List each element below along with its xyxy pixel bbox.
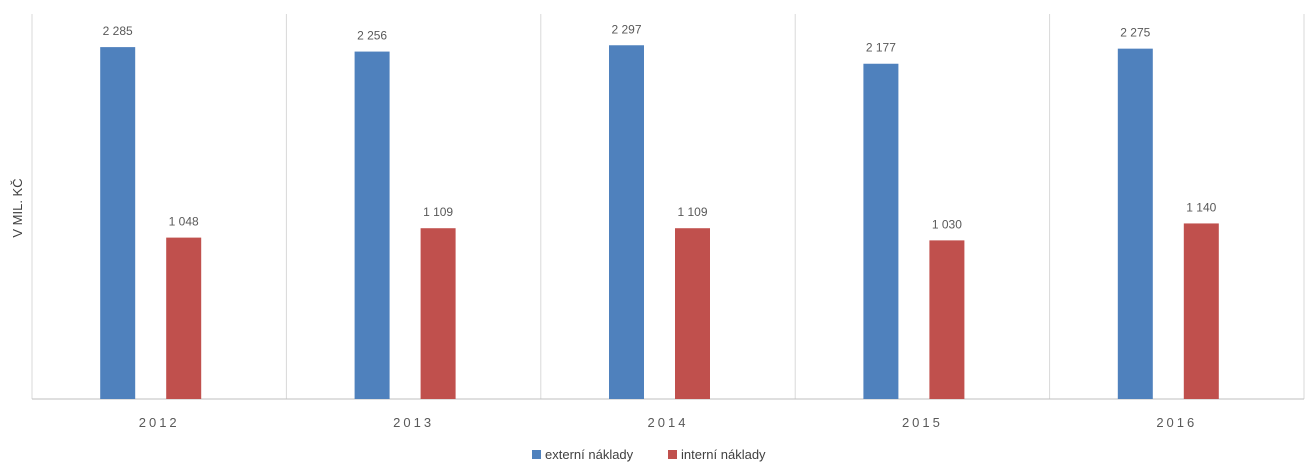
- bar-interni-2014: [675, 228, 710, 399]
- bar-interni-2012: [166, 237, 202, 399]
- bar-externi-2016: [1117, 48, 1153, 400]
- data-label: 2 256: [357, 29, 387, 43]
- data-label: 1 048: [169, 215, 199, 229]
- bar-interni-2013: [420, 228, 456, 399]
- data-label: 1 109: [677, 205, 707, 219]
- bar-interni-2015: [929, 240, 965, 399]
- x-tick-label: 2016: [1156, 415, 1197, 430]
- bar-externi-2014: [609, 45, 644, 400]
- y-axis-label: V MIL. KČ: [10, 178, 25, 237]
- bar-interni-2016: [1183, 223, 1219, 399]
- x-tick-label: 2015: [902, 415, 943, 430]
- data-label: 1 030: [932, 217, 962, 231]
- legend-swatch: [668, 450, 677, 459]
- data-label: 1 109: [423, 205, 453, 219]
- legend-swatch: [532, 450, 541, 459]
- data-label: 2 297: [611, 22, 641, 36]
- bar-externi-2013: [354, 51, 390, 400]
- legend: externí náklady interní náklady: [532, 447, 766, 462]
- data-label: 2 275: [1120, 26, 1150, 40]
- bar-externi-2015: [863, 63, 899, 399]
- x-tick-label: 2013: [393, 415, 434, 430]
- data-label: 2 177: [866, 41, 896, 55]
- data-label: 1 140: [1186, 200, 1216, 214]
- data-label: 2 285: [103, 24, 133, 38]
- legend-label: interní náklady: [681, 447, 766, 462]
- x-tick-label: 2014: [648, 415, 689, 430]
- bar-externi-2012: [100, 47, 136, 400]
- x-tick-label: 2012: [139, 415, 180, 430]
- legend-label: externí náklady: [545, 447, 634, 462]
- plot-area: 2 285 1 048 2012 2 256 1 109 2013 2 297 1 109 20…: [31, 14, 1305, 430]
